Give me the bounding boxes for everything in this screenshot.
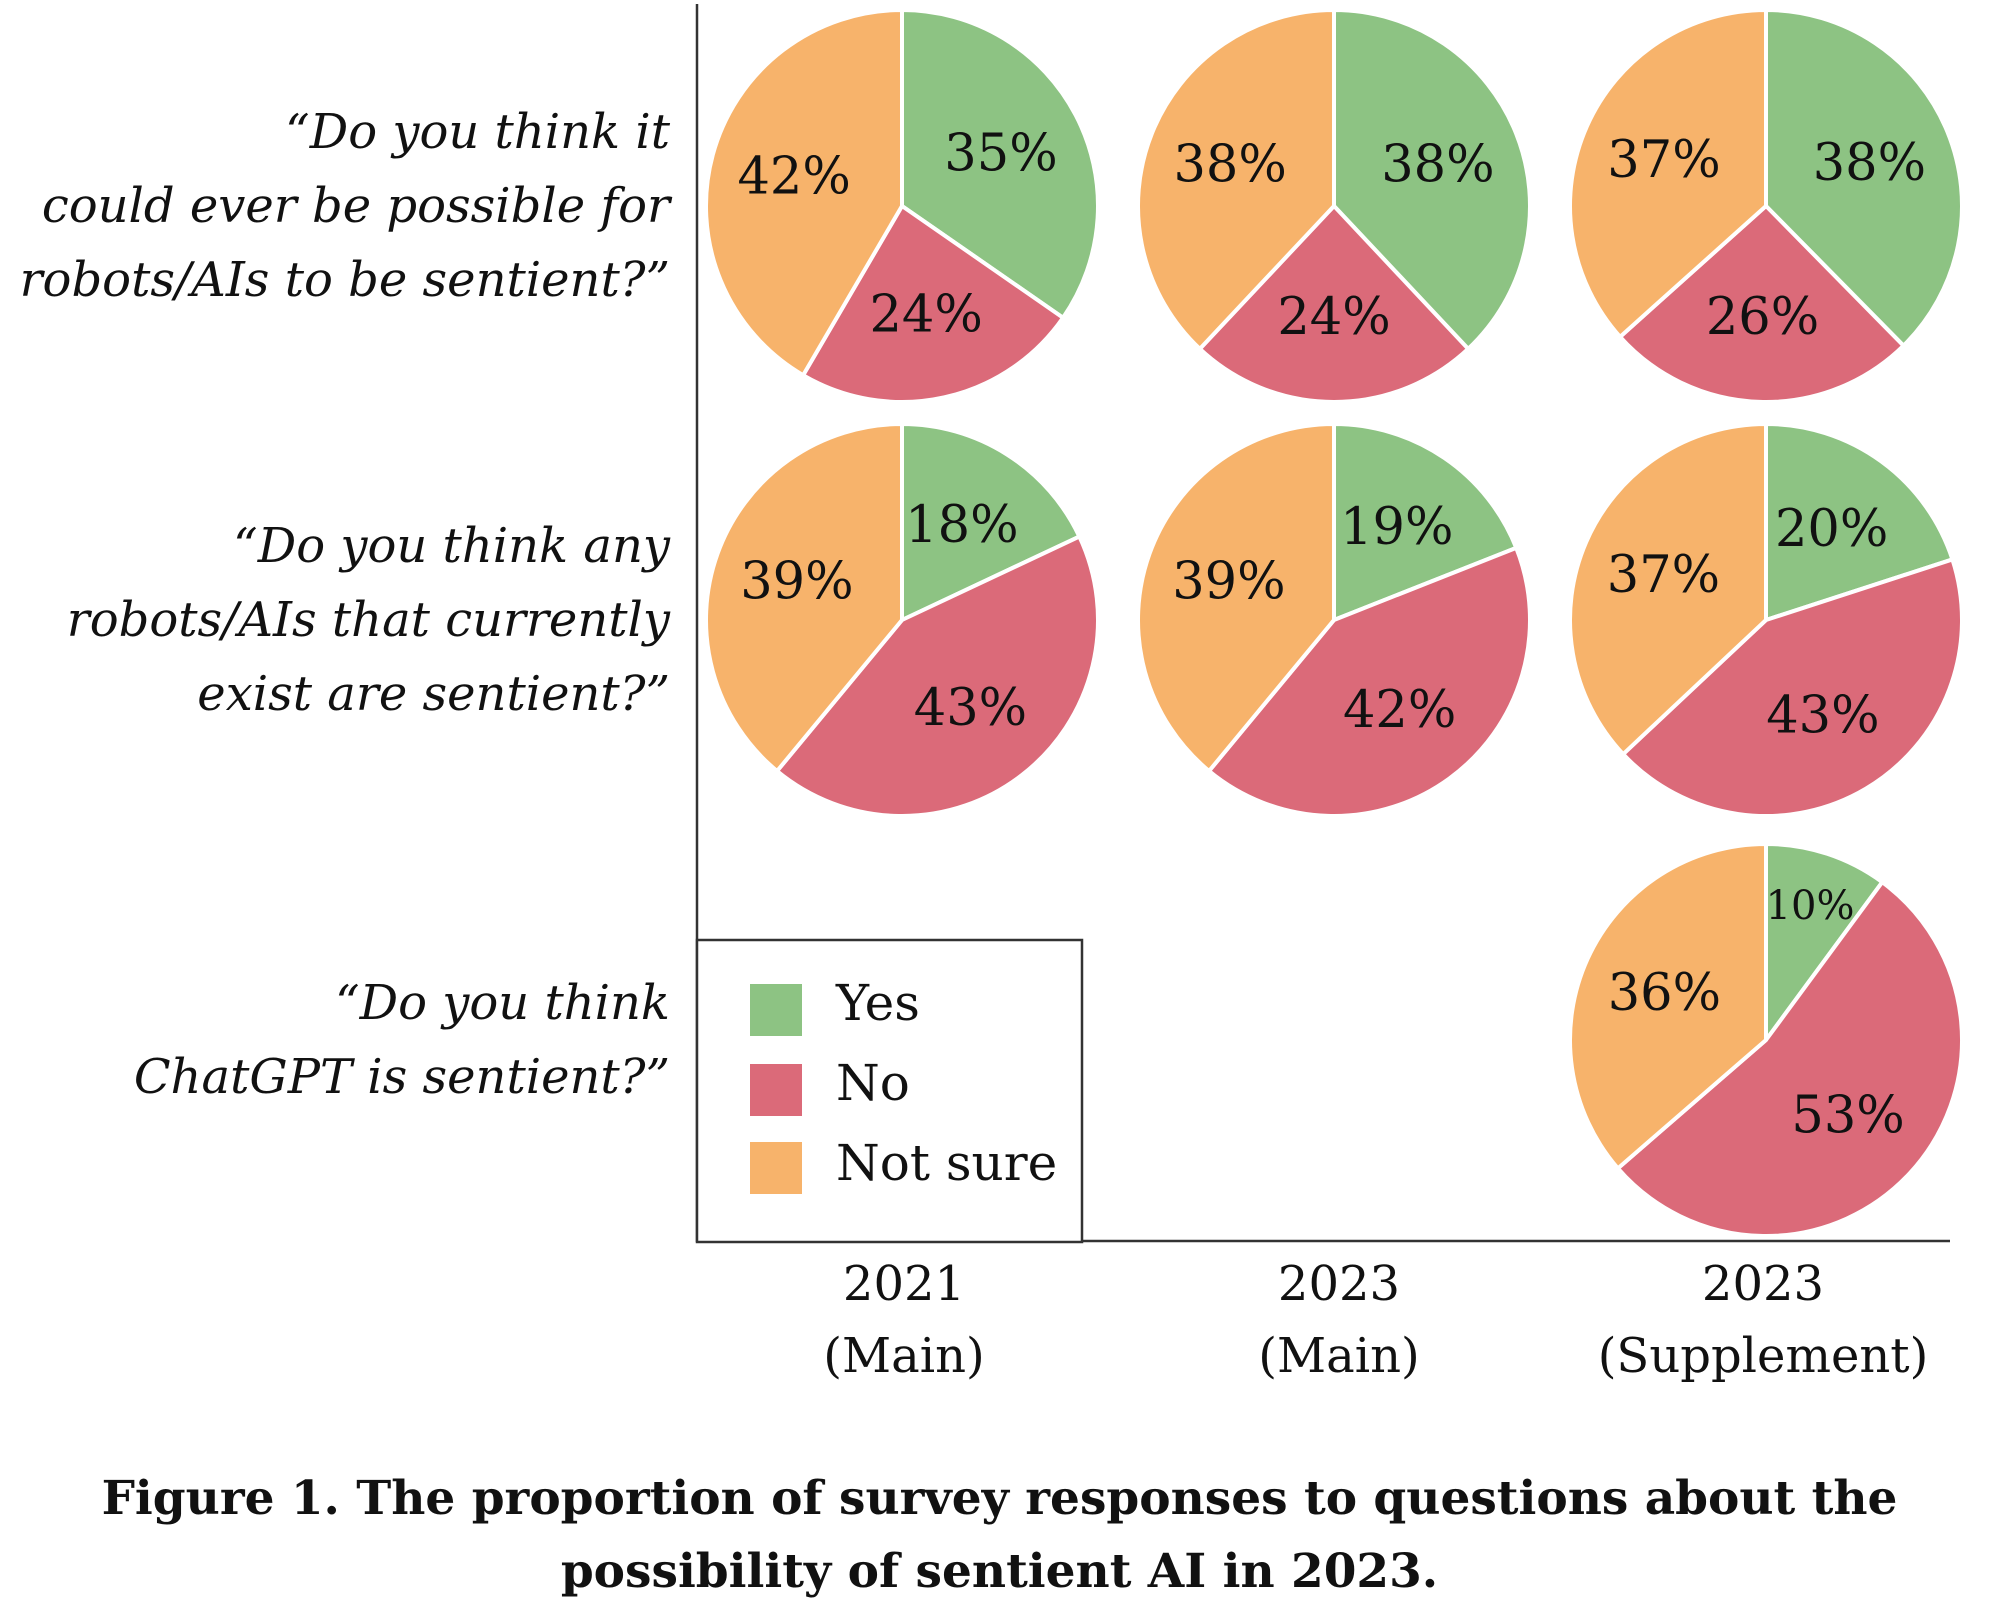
question-labels: “Do you think it could ever be possible f… — [20, 104, 673, 1105]
pie-slice-yes — [1332, 8, 1532, 351]
column-label-2023-supplement-year: 2023 — [1702, 1256, 1824, 1312]
pie-label-no: 53% — [1791, 1086, 1904, 1145]
pie-grid-figure: “Do you think it could ever be possible f… — [20, 4, 1964, 1384]
question-3-line-2: ChatGPT is sentient?” — [134, 1049, 670, 1105]
pie-row1-col2: 38% 24% 38% — [1136, 8, 1532, 404]
pie-slice-yes — [900, 8, 1100, 320]
pie-slice-not-sure — [704, 422, 904, 774]
pie-slice-not-sure — [1567, 422, 1768, 757]
caption-line-2: possibility of sentient AI in 2023. — [560, 1544, 1439, 1599]
pie-label-not-sure: 42% — [737, 147, 850, 206]
legend-label-not-sure: Not sure — [836, 1134, 1057, 1192]
caption-line-1: Figure 1. The proportion of survey respo… — [101, 1471, 1898, 1526]
pie-label-yes: 38% — [1813, 134, 1926, 193]
question-1-line-2: could ever be possible for — [42, 178, 673, 234]
pie-label-yes: 19% — [1340, 498, 1453, 557]
pie-slice-no — [1197, 204, 1471, 404]
pie-label-not-sure: 39% — [1172, 553, 1285, 612]
legend-swatch-not-sure — [750, 1142, 802, 1194]
pie-row3-col3: 10% 53% 36% — [1568, 842, 1964, 1238]
pie-label-no: 42% — [1343, 681, 1456, 740]
pie-label-yes: 38% — [1381, 135, 1494, 194]
pie-row1-col3: 38% 26% 37% — [1568, 8, 1964, 404]
pie-label-not-sure: 39% — [740, 553, 853, 612]
question-1-line-1: “Do you think it — [285, 104, 671, 160]
question-3-line-1: “Do you think — [335, 975, 670, 1031]
pie-label-yes: 18% — [905, 496, 1018, 555]
legend-label-no: No — [836, 1054, 910, 1112]
column-label-2021-sub: (Main) — [823, 1328, 984, 1384]
pie-label-no: 43% — [914, 679, 1027, 738]
pie-slice-not-sure — [1136, 8, 1336, 351]
column-label-2023-supplement-sub: (Supplement) — [1598, 1328, 1929, 1384]
legend-swatch-no — [750, 1064, 802, 1116]
pie-label-no: 26% — [1706, 288, 1819, 347]
figure-caption: Figure 1. The proportion of survey respo… — [0, 1462, 1999, 1608]
pie-label-yes: 20% — [1775, 500, 1888, 559]
pie-label-not-sure: 38% — [1173, 135, 1286, 194]
pie-label-not-sure: 37% — [1607, 131, 1720, 190]
pie-label-no: 24% — [1277, 288, 1390, 347]
column-label-2023-main-year: 2023 — [1278, 1256, 1400, 1312]
pie-slice-no — [1621, 557, 1964, 819]
pie-slice-not-sure — [704, 8, 904, 378]
pie-slice-no — [1615, 880, 1964, 1238]
pie-slice-yes — [1332, 422, 1519, 622]
pie-row1-col1: 35% 24% 42% — [704, 8, 1100, 404]
pie-slice-yes — [1764, 8, 1964, 348]
pie-label-no: 43% — [1766, 687, 1879, 746]
question-1-line-3: robots/AIs to be sentient?” — [20, 252, 670, 308]
pie-slice-yes — [900, 422, 1082, 622]
pie-label-yes: 10% — [1766, 883, 1855, 929]
legend: Yes No Not sure — [695, 938, 1084, 1244]
legend-swatch-yes — [750, 984, 802, 1036]
pie-row2-col2: 19% 42% 39% — [1135, 422, 1532, 818]
pie-slice-no — [1207, 545, 1532, 818]
pie-label-not-sure: 37% — [1607, 546, 1720, 605]
pie-slice-no — [775, 534, 1100, 818]
pie-label-no: 24% — [869, 286, 982, 345]
pie-slice-not-sure — [1568, 842, 1768, 1171]
pie-row2-col1: 18% 43% 39% — [704, 422, 1100, 818]
question-2-line-3: exist are sentient?” — [197, 666, 670, 722]
pie-slice-no — [801, 204, 1066, 404]
pie-slice-not-sure — [1568, 8, 1768, 339]
pie-label-yes: 35% — [944, 125, 1057, 184]
pie-slice-no — [1618, 204, 1906, 404]
legend-label-yes: Yes — [835, 974, 920, 1032]
pie-charts: 35% 24% 42% 38% 24% 38% 38% 26% 37% 18% 43% 39% 19% 4… — [704, 8, 1964, 1238]
column-label-2023-main-sub: (Main) — [1258, 1328, 1419, 1384]
pie-slice-not-sure — [1135, 422, 1336, 774]
pie-row2-col3: 20% 43% 37% — [1567, 422, 1964, 819]
pie-label-not-sure: 36% — [1608, 964, 1721, 1023]
pie-slice-yes — [1764, 422, 1955, 622]
pie-slice-yes — [1764, 842, 1885, 1042]
question-2-line-2: robots/AIs that currently — [67, 592, 671, 648]
question-2-line-1: “Do you think any — [233, 518, 671, 574]
column-labels: 2021 (Main) 2023 (Main) 2023 (Supplement… — [823, 1256, 1928, 1384]
column-label-2021-year: 2021 — [843, 1256, 965, 1312]
